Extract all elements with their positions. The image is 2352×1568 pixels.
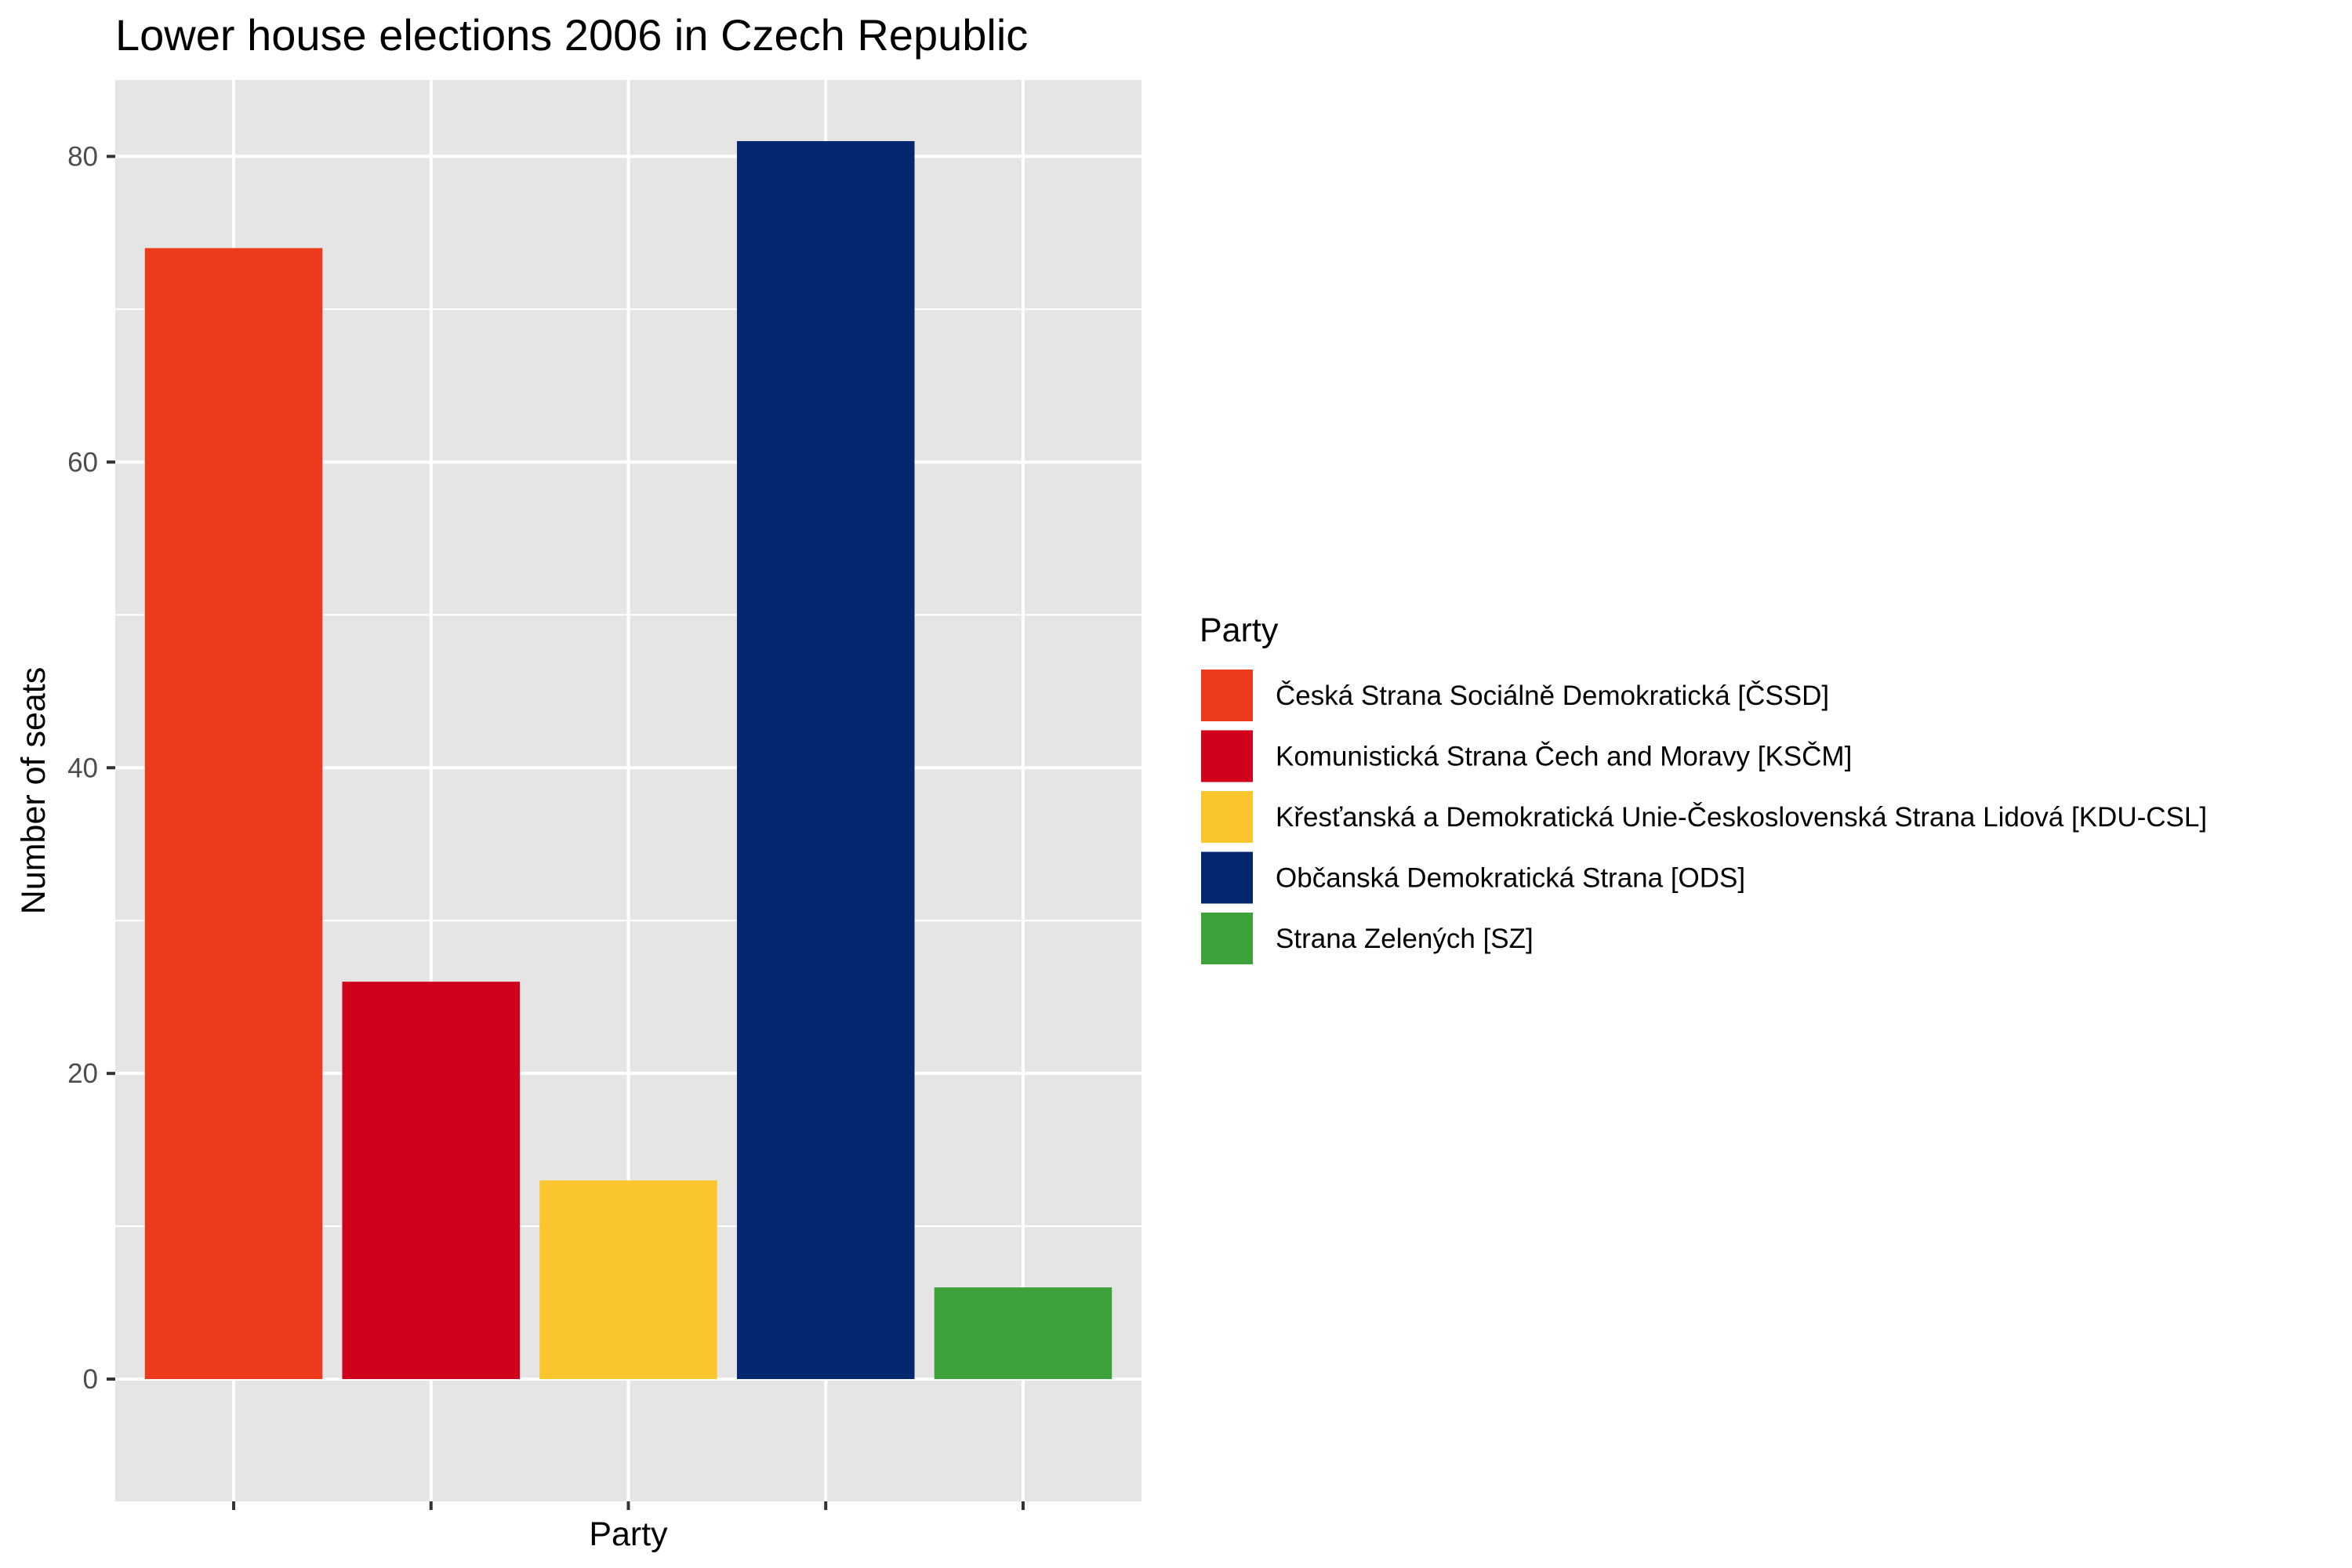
legend-items: Česká Strana Sociálně Demokratická [ČSSD… [1198, 666, 2207, 967]
x-axis [232, 1501, 1025, 1510]
legend-key-4 [1198, 848, 1256, 907]
bars [144, 140, 1112, 1380]
y-tick-label: 80 [67, 141, 98, 172]
bar-3 [539, 1180, 717, 1380]
legend-label-4: Občanská Demokratická Strana [ODS] [1276, 863, 1745, 894]
legend-key-2 [1198, 727, 1256, 786]
legend: Party Česká Strana Sociálně Demokratická… [1198, 612, 2207, 967]
legend-key-1 [1198, 666, 1256, 724]
y-tick-label: 40 [67, 753, 98, 783]
legend-title: Party [1200, 612, 1279, 649]
y-tick-label: 20 [67, 1058, 98, 1089]
legend-label-5: Strana Zelených [SZ] [1276, 924, 1534, 954]
y-axis: 0 20 40 60 80 [67, 141, 115, 1395]
legend-label-2: Komunistická Strana Čech and Moravy [KSČ… [1276, 742, 1852, 772]
y-tick-label: 0 [83, 1364, 98, 1395]
y-tick-label: 60 [67, 447, 98, 477]
legend-key-3 [1198, 788, 1256, 846]
legend-label-3: Křesťanská a Demokratická Unie-Českoslov… [1276, 802, 2207, 833]
y-axis-title: Number of seats [15, 667, 53, 914]
legend-key-5 [1198, 909, 1256, 967]
bar-2 [342, 982, 521, 1380]
bar-1 [144, 248, 323, 1380]
x-axis-title: Party [589, 1515, 668, 1553]
chart-title: Lower house elections 2006 in Czech Repu… [115, 10, 1028, 60]
bar-4 [736, 140, 915, 1380]
bar-5 [934, 1287, 1112, 1380]
legend-label-1: Česká Strana Sociálně Demokratická [ČSSD… [1276, 681, 1829, 711]
